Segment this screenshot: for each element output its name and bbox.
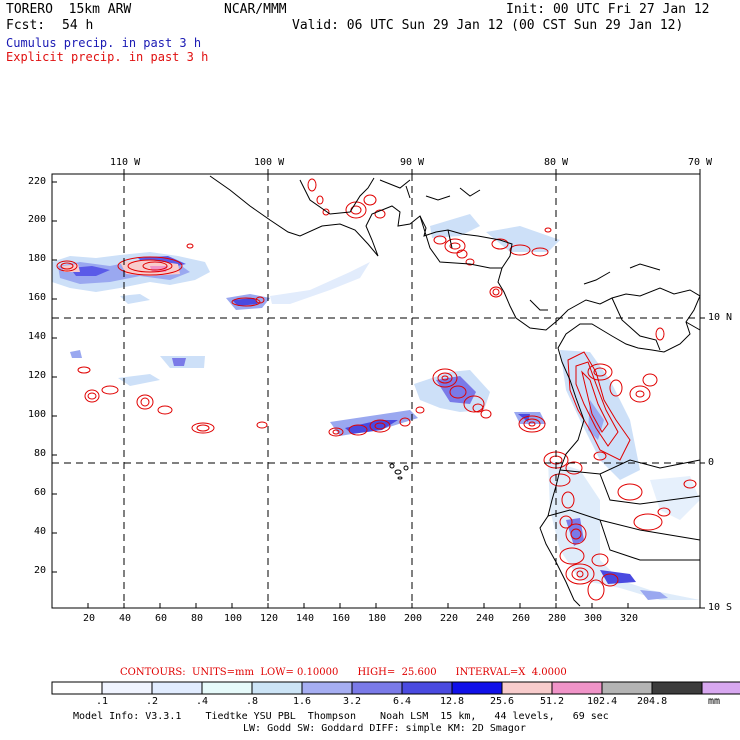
colorbar-swatch [301, 681, 353, 695]
fcst-label: Fcst: [6, 18, 46, 33]
colorbar-swatch [251, 681, 303, 695]
colorbar-swatch [201, 681, 253, 695]
x-tick-label: 40 [119, 613, 132, 624]
y-tick-label: 160 [28, 292, 47, 303]
init-time: Init: 00 UTC Fri 27 Jan 12 [506, 2, 710, 17]
right-lat-label: 10 N [708, 312, 733, 323]
colorbar-swatch [401, 681, 453, 695]
org-name: NCAR/MMM [224, 2, 287, 17]
colorbar-swatch [651, 681, 703, 695]
colorbar-label: 12.8 [440, 696, 465, 707]
y-tick-label: 100 [28, 409, 47, 420]
x-tick-label: 80 [191, 613, 204, 624]
colorbar-units: mm [708, 696, 721, 707]
y-tick-label: 200 [28, 214, 47, 225]
top-lon-label: 90 W [400, 157, 425, 168]
y-tick-label: 180 [28, 253, 47, 264]
colorbar-label: 51.2 [540, 696, 565, 707]
colorbar-label: 204.8 [637, 696, 668, 707]
x-tick-label: 260 [512, 613, 531, 624]
x-tick-label: 200 [404, 613, 423, 624]
y-tick-label: 60 [34, 487, 47, 498]
x-tick-label: 220 [440, 613, 459, 624]
x-tick-label: 180 [368, 613, 387, 624]
top-lon-label: 110 W [110, 157, 141, 168]
top-lon-label: 80 W [544, 157, 569, 168]
precip-colorbar [51, 681, 740, 695]
valid-time: Valid: 06 UTC Sun 29 Jan 12 (00 CST Sun … [292, 18, 684, 33]
colorbar-label: 6.4 [393, 696, 412, 707]
model-info: Model Info: V3.3.1 Tiedtke YSU PBL Thomp… [73, 711, 609, 722]
colorbar-label: .4 [196, 696, 209, 707]
top-lon-label: 100 W [254, 157, 285, 168]
model-name: TORERO 15km ARW [6, 2, 132, 17]
colorbar-label: 102.4 [587, 696, 618, 707]
right-lat-label: 10 S [708, 602, 733, 613]
x-tick-label: 140 [296, 613, 315, 624]
model-physics: LW: Godd SW: Goddard DIFF: simple KM: 2D… [243, 723, 526, 734]
colorbar-swatch [451, 681, 503, 695]
colorbar-label: .1 [96, 696, 109, 707]
axis-tick-marks [52, 169, 705, 609]
fcst-value: 54 h [62, 18, 94, 33]
y-tick-label: 120 [28, 370, 47, 381]
contour-info: CONTOURS: UNITS=mm LOW= 0.10000 HIGH= 25… [120, 667, 567, 678]
coastlines [209, 175, 701, 607]
colorbar-swatch [601, 681, 653, 695]
y-tick-label: 20 [34, 565, 47, 576]
colorbar-label: .8 [246, 696, 259, 707]
colorbar-swatch [351, 681, 403, 695]
explicit-precip-contours [56, 178, 697, 601]
colorbar-swatch [151, 681, 203, 695]
x-tick-label: 100 [224, 613, 243, 624]
x-tick-label: 120 [260, 613, 279, 624]
colorbar-label: .2 [146, 696, 159, 707]
colorbar-swatch [51, 681, 103, 695]
y-tick-label: 220 [28, 176, 47, 187]
colorbar-swatch [501, 681, 553, 695]
x-tick-label: 160 [332, 613, 351, 624]
colorbar-swatch [101, 681, 153, 695]
y-tick-label: 140 [28, 331, 47, 342]
colorbar-label: 25.6 [490, 696, 515, 707]
explicit-legend: Explicit precip. in past 3 h [6, 50, 209, 64]
x-tick-label: 300 [584, 613, 603, 624]
colorbar-label: 3.2 [343, 696, 362, 707]
cumulus-legend: Cumulus precip. in past 3 h [6, 36, 202, 50]
top-lon-label: 70 W [688, 157, 713, 168]
colorbar-swatch [551, 681, 603, 695]
colorbar-label: 1.6 [293, 696, 312, 707]
x-tick-label: 320 [620, 613, 639, 624]
y-tick-label: 40 [34, 526, 47, 537]
latlon-grid [52, 174, 700, 608]
x-tick-label: 60 [155, 613, 168, 624]
y-tick-label: 80 [34, 448, 47, 459]
right-lat-label: 0 [708, 457, 715, 468]
colorbar-swatch [701, 681, 740, 695]
x-tick-label: 280 [548, 613, 567, 624]
x-tick-label: 240 [476, 613, 495, 624]
x-tick-label: 20 [83, 613, 96, 624]
